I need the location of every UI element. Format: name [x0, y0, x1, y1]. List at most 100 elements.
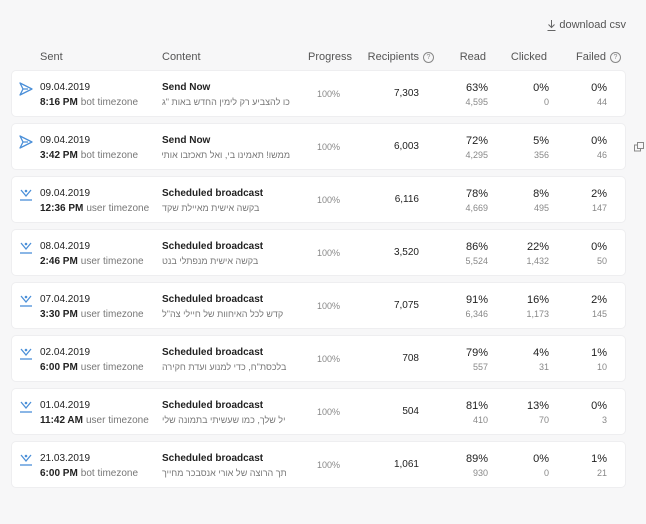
- clicked-count: 70: [538, 415, 549, 425]
- recipients-count: 7,303: [393, 88, 419, 99]
- broadcast-row[interactable]: 09.04.2019 12:36 PM user timezone Schedul…: [12, 177, 625, 222]
- failed-count: 21: [596, 468, 607, 478]
- sent-time: 8:16 PM bot timezone: [40, 97, 138, 108]
- column-read: Read: [459, 51, 486, 63]
- download-csv-link[interactable]: download csv: [547, 19, 626, 31]
- clicked-count: 1,173: [526, 309, 549, 319]
- clicked-percent: 16%: [526, 294, 549, 306]
- sent-time: 3:42 PM bot timezone: [40, 150, 138, 161]
- recipients-count: 1,061: [393, 459, 419, 470]
- schedule-icon: [18, 452, 34, 468]
- clicked-count: 356: [533, 150, 549, 160]
- timezone-label: bot timezone: [80, 150, 139, 161]
- sent-date: 09.04.2019: [40, 135, 91, 146]
- failed-percent: 1%: [591, 347, 607, 359]
- read-stat: 81% 410: [466, 400, 488, 425]
- read-count: 4,595: [465, 97, 488, 107]
- failed-stat: 0% 50: [591, 241, 607, 266]
- failed-count: 46: [596, 150, 607, 160]
- message-preview: יל שלך, כמו שעשיתי בתמונה שלי: [162, 415, 286, 425]
- read-percent: 89%: [465, 453, 488, 465]
- clicked-percent: 0%: [533, 82, 549, 94]
- read-percent: 63%: [465, 82, 488, 94]
- failed-stat: 0% 44: [591, 82, 607, 107]
- timezone-label: user timezone: [80, 309, 144, 320]
- sent-date: 01.04.2019: [40, 400, 91, 411]
- timezone-label: bot timezone: [80, 97, 139, 108]
- read-stat: 78% 4,669: [465, 188, 488, 213]
- failed-count: 50: [596, 256, 607, 266]
- failed-stat: 2% 147: [591, 188, 607, 213]
- column-recipients-label: Recipients: [367, 51, 419, 63]
- duplicate-icon[interactable]: [634, 142, 644, 152]
- broadcast-row[interactable]: 09.04.2019 3:42 PM bot timezone Send Now …: [12, 124, 625, 169]
- failed-stat: 2% 145: [591, 294, 607, 319]
- read-stat: 63% 4,595: [465, 82, 488, 107]
- clicked-stat: 0% 0: [533, 82, 549, 107]
- broadcast-row[interactable]: 08.04.2019 2:46 PM user timezone Schedule…: [12, 230, 625, 275]
- read-percent: 72%: [465, 135, 488, 147]
- failed-stat: 0% 46: [591, 135, 607, 160]
- timezone-label: user timezone: [80, 362, 144, 373]
- clicked-count: 1,432: [526, 256, 549, 266]
- failed-count: 44: [596, 97, 607, 107]
- clicked-percent: 22%: [526, 241, 549, 253]
- send-icon: [18, 134, 34, 150]
- sent-time-value: 3:42 PM: [40, 150, 78, 161]
- clicked-percent: 8%: [533, 188, 549, 200]
- clicked-stat: 16% 1,173: [526, 294, 549, 319]
- progress-value: 100%: [317, 142, 341, 152]
- broadcast-row[interactable]: 21.03.2019 6:00 PM bot timezone Scheduled…: [12, 442, 625, 487]
- read-count: 410: [472, 415, 488, 425]
- read-stat: 89% 930: [466, 453, 488, 478]
- broadcast-title: Send Now: [162, 82, 211, 93]
- message-preview: ממשו! תאמינו בי, ואל תאכזבו אותי: [162, 150, 290, 160]
- help-icon[interactable]: ?: [423, 51, 434, 63]
- broadcast-row[interactable]: 01.04.2019 11:42 AM user timezone Schedul…: [12, 389, 625, 434]
- sent-time-value: 2:46 PM: [40, 256, 78, 267]
- recipients-count: 708: [402, 353, 419, 364]
- clicked-percent: 0%: [533, 453, 549, 465]
- schedule-icon: [18, 293, 34, 309]
- broadcast-title: Scheduled broadcast: [162, 453, 264, 464]
- failed-percent: 2%: [591, 188, 607, 200]
- sent-date: 21.03.2019: [40, 453, 91, 464]
- recipients-count: 504: [402, 406, 419, 417]
- sent-time-value: 3:30 PM: [40, 309, 78, 320]
- clicked-stat: 5% 356: [533, 135, 549, 160]
- schedule-icon: [18, 240, 34, 256]
- help-icon[interactable]: ?: [610, 51, 621, 63]
- clicked-stat: 0% 0: [533, 453, 549, 478]
- failed-percent: 0%: [591, 82, 607, 94]
- sent-time: 3:30 PM user timezone: [40, 309, 144, 320]
- clicked-count: 31: [538, 362, 549, 372]
- schedule-icon: [18, 187, 34, 203]
- failed-stat: 1% 10: [591, 347, 607, 372]
- recipients-count: 3,520: [393, 247, 419, 258]
- clicked-count: 495: [533, 203, 549, 213]
- column-sent[interactable]: Sent: [40, 51, 63, 63]
- read-stat: 79% 557: [466, 347, 488, 372]
- broadcast-row[interactable]: 02.04.2019 6:00 PM user timezone Schedule…: [12, 336, 625, 381]
- progress-value: 100%: [317, 407, 341, 417]
- failed-percent: 0%: [591, 241, 607, 253]
- progress-value: 100%: [317, 354, 341, 364]
- read-count: 6,346: [465, 309, 488, 319]
- read-count: 4,669: [465, 203, 488, 213]
- sent-date: 09.04.2019: [40, 82, 91, 93]
- read-percent: 81%: [465, 400, 488, 412]
- sent-time-value: 12:36 PM: [40, 203, 84, 214]
- clicked-percent: 4%: [533, 347, 549, 359]
- timezone-label: user timezone: [85, 415, 149, 426]
- sent-date: 02.04.2019: [40, 347, 91, 358]
- broadcast-list: 09.04.2019 8:16 PM bot timezone Send Now …: [12, 71, 625, 495]
- timezone-label: user timezone: [80, 256, 144, 267]
- sent-time: 2:46 PM user timezone: [40, 256, 144, 267]
- broadcast-row[interactable]: 07.04.2019 3:30 PM user timezone Schedule…: [12, 283, 625, 328]
- failed-count: 10: [596, 362, 607, 372]
- read-percent: 79%: [465, 347, 488, 359]
- message-preview: בקשה אישית מאיילת שקד: [162, 203, 260, 213]
- message-preview: כו להצביע רק לימין החדש באות "ג: [162, 97, 290, 107]
- broadcast-row[interactable]: 09.04.2019 8:16 PM bot timezone Send Now …: [12, 71, 625, 116]
- read-stat: 72% 4,295: [465, 135, 488, 160]
